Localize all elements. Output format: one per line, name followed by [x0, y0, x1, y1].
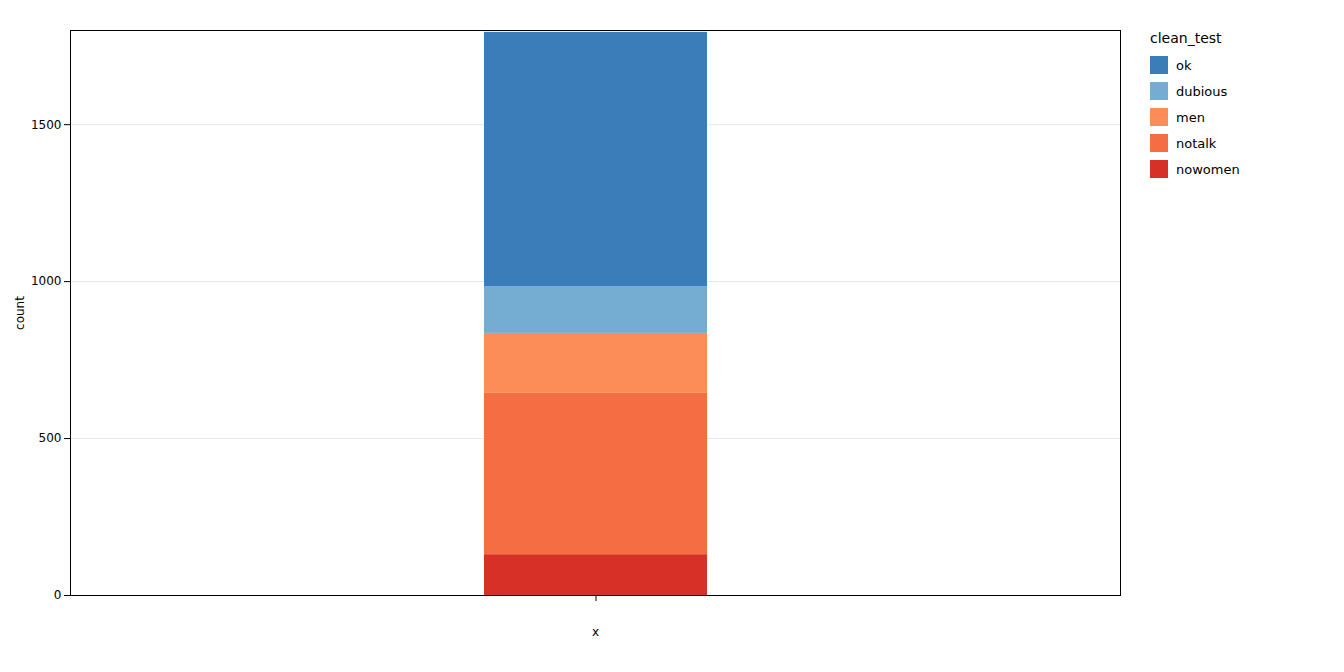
- html-text:clean_test: clean_test: [1150, 30, 1222, 46]
- svg-text:1500: 1500: [31, 118, 62, 132]
- svg-text:count: count: [13, 296, 27, 330]
- svg-text:500: 500: [39, 431, 62, 445]
- html-text:nowomen: nowomen: [1176, 161, 1240, 177]
- html-text:notalk: notalk: [1176, 135, 1217, 151]
- svg-text:x: x: [592, 625, 599, 639]
- html-text:ok: ok: [1176, 57, 1192, 73]
- html-text:dubious: dubious: [1176, 83, 1228, 99]
- svg-text:1000: 1000: [31, 274, 62, 288]
- svg-text:0: 0: [54, 588, 62, 602]
- html-text:men: men: [1176, 109, 1205, 125]
